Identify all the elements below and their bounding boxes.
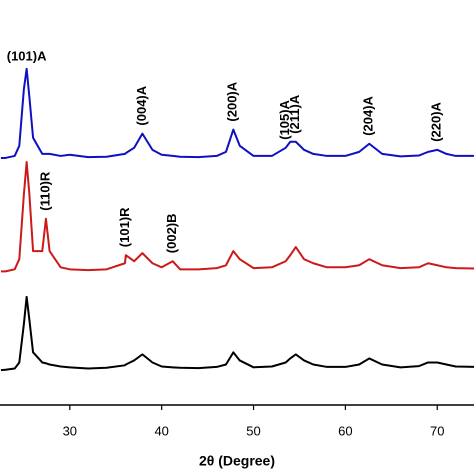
series-line	[0, 295, 474, 372]
series-line	[0, 67, 474, 159]
peak-label: (105)A	[277, 99, 292, 139]
peak-label: (211)A	[287, 94, 302, 134]
peak-label: (200)A	[225, 81, 240, 121]
x-tick-label: 70	[430, 423, 444, 438]
peak-label: (004)A	[134, 85, 149, 125]
peak-label: (101)R	[117, 207, 132, 247]
x-tick-label: 50	[246, 423, 260, 438]
peak-label: (204)A	[361, 95, 376, 135]
series-line	[0, 161, 474, 273]
peak-label: (220)A	[429, 101, 444, 141]
x-tick-label: 40	[154, 423, 168, 438]
x-axis-title: 2θ (Degree)	[199, 453, 275, 469]
peak-label: (101)A	[7, 48, 47, 63]
peak-label: (110)R	[37, 171, 52, 211]
x-tick-label: 60	[338, 423, 352, 438]
x-tick-label: 30	[63, 423, 77, 438]
peak-label: (002)B	[164, 213, 179, 253]
